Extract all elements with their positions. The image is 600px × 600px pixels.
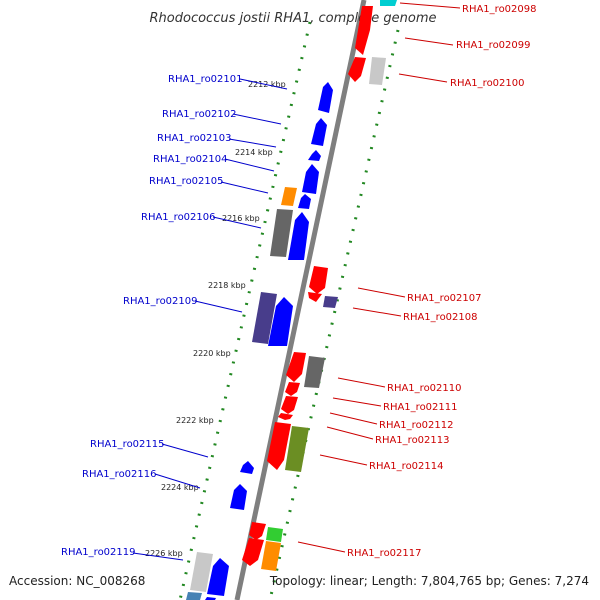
leader-ro02117	[297, 541, 346, 553]
gene-arrow-ro02106a[interactable]	[298, 194, 311, 209]
gene-arrow-ro02117b[interactable]	[266, 527, 283, 542]
gene-arrow-ro02112[interactable]	[281, 396, 298, 414]
kbp-label: 2214 kbp	[235, 148, 273, 157]
gene-arrow-ro02117a[interactable]	[249, 522, 266, 540]
leader-ro02111	[332, 397, 382, 407]
gene-label-ro02108[interactable]: RHA1_ro02108	[403, 312, 478, 323]
reverse-gene-arrows	[242, 0, 397, 571]
gene-arrow-ro02107b[interactable]	[308, 292, 322, 302]
gene-arrow-ro02115[interactable]	[240, 461, 254, 474]
leader-ro02106	[212, 216, 262, 229]
gene-label-ro02101[interactable]: RHA1_ro02101	[168, 74, 243, 85]
gene-arrow-ro02113[interactable]	[278, 413, 293, 420]
gene-label-ro02109[interactable]: RHA1_ro02109	[123, 296, 198, 307]
gene-label-ro02104[interactable]: RHA1_ro02104	[153, 154, 228, 165]
gene-arrow-ro02107[interactable]	[309, 266, 328, 294]
kbp-label: 2218 kbp	[208, 281, 246, 290]
gene-arrow-ro02117c[interactable]	[242, 538, 264, 566]
gene-label-ro02099[interactable]: RHA1_ro02099	[456, 40, 531, 51]
leader-ro02104	[224, 158, 275, 172]
gene-label-ro02115[interactable]: RHA1_ro02115	[90, 439, 165, 450]
forward-gene-labels: RHA1_ro02101 RHA1_ro02102 RHA1_ro02103 R…	[61, 74, 243, 558]
leader-ro02113	[326, 426, 374, 440]
gene-arrow-ro02108[interactable]	[323, 296, 338, 308]
gene-arrow-ro02119b[interactable]	[207, 558, 229, 596]
accession-text: Accession: NC_008268	[9, 574, 146, 588]
reverse-leader-lines	[297, 2, 461, 553]
gene-arrow-ro02117[interactable]	[261, 541, 281, 571]
gene-label-ro02113[interactable]: RHA1_ro02113	[375, 435, 450, 446]
leader-ro02101	[239, 78, 288, 90]
leader-ro02109	[194, 300, 243, 313]
gene-arrow-ro02111[interactable]	[285, 382, 300, 396]
reverse-tick-track	[268, 29, 400, 600]
gene-arrow-ro02103[interactable]	[308, 150, 321, 161]
genome-title: Rhodococcus jostii RHA1, complete genome	[150, 11, 437, 26]
leader-ro02105	[220, 181, 269, 194]
gene-label-ro02105[interactable]: RHA1_ro02105	[149, 176, 224, 187]
leader-ro02108	[352, 307, 402, 317]
gene-label-ro02098[interactable]: RHA1_ro02098	[462, 4, 537, 15]
gene-label-ro02106[interactable]: RHA1_ro02106	[141, 212, 216, 223]
gene-label-ro02112[interactable]: RHA1_ro02112	[379, 420, 454, 431]
leader-ro02099	[404, 37, 454, 46]
gene-label-ro02119[interactable]: RHA1_ro02119	[61, 547, 136, 558]
kbp-label: 2226 kbp	[145, 549, 183, 558]
leader-ro02100	[398, 73, 448, 83]
gene-arrow-ro02121[interactable]	[205, 597, 216, 600]
kbp-label: 2216 kbp	[222, 214, 260, 223]
kbp-label: 2224 kbp	[161, 483, 199, 492]
leader-ro02112	[329, 412, 378, 425]
genome-summary-text: Topology: linear; Length: 7,804,765 bp; …	[269, 574, 589, 588]
leader-ro02115	[161, 443, 209, 458]
gene-arrow-ro02109[interactable]	[252, 292, 277, 344]
leader-ro02116	[154, 473, 201, 489]
forward-leader-lines	[132, 78, 288, 561]
gene-label-ro02117[interactable]: RHA1_ro02117	[347, 548, 422, 559]
gene-arrow-ro02120[interactable]	[186, 592, 202, 600]
gene-arrow-ro02100[interactable]	[348, 57, 366, 82]
leader-ro02098	[399, 2, 461, 9]
gene-label-ro02102[interactable]: RHA1_ro02102	[162, 109, 237, 120]
gene-label-ro02110[interactable]: RHA1_ro02110	[387, 383, 462, 394]
genome-backbone	[234, 0, 367, 600]
gene-arrow-ro02106[interactable]	[270, 209, 293, 257]
gene-arrow-ro02116[interactable]	[230, 484, 247, 510]
forward-tick-track	[178, 21, 312, 600]
kbp-label: 2220 kbp	[193, 349, 231, 358]
gene-arrow-ro02114a[interactable]	[267, 422, 291, 470]
leader-ro02110	[337, 377, 386, 388]
gene-arrow-ro02110[interactable]	[304, 356, 325, 388]
gene-label-ro02111[interactable]: RHA1_ro02111	[383, 402, 458, 413]
gene-arrow-ro02110a[interactable]	[286, 352, 306, 382]
gene-arrow-ro02105[interactable]	[281, 187, 297, 206]
gene-label-ro02107[interactable]: RHA1_ro02107	[407, 293, 482, 304]
gene-arrow-ro02119[interactable]	[190, 552, 213, 592]
gene-arrow-ro02100b[interactable]	[369, 57, 386, 85]
gene-arrow-ro02099[interactable]	[355, 6, 373, 55]
gene-arrow-ro02102[interactable]	[311, 118, 327, 146]
gene-label-ro02103[interactable]: RHA1_ro02103	[157, 133, 232, 144]
gene-label-ro02114[interactable]: RHA1_ro02114	[369, 461, 444, 472]
gene-arrow-ro02104[interactable]	[302, 164, 319, 194]
gene-arrow-ro02109b[interactable]	[268, 297, 293, 346]
gene-label-ro02100[interactable]: RHA1_ro02100	[450, 78, 525, 89]
leader-ro02103	[228, 138, 277, 148]
reverse-gene-labels: RHA1_ro02098 RHA1_ro02099 RHA1_ro02100 R…	[347, 4, 537, 559]
gene-label-ro02116[interactable]: RHA1_ro02116	[82, 469, 157, 480]
gene-arrow-ro02106b[interactable]	[288, 212, 309, 260]
leader-ro02114	[319, 454, 368, 466]
gene-arrow-ro02101[interactable]	[318, 82, 333, 113]
leader-ro02119	[132, 552, 184, 561]
leader-ro02107	[357, 287, 406, 298]
leader-ro02102	[232, 113, 282, 125]
forward-gene-arrows	[186, 82, 333, 600]
gene-arrow-ro02098[interactable]	[380, 0, 397, 6]
gene-arrow-ro02114[interactable]	[285, 426, 309, 472]
kbp-label: 2222 kbp	[176, 416, 214, 425]
